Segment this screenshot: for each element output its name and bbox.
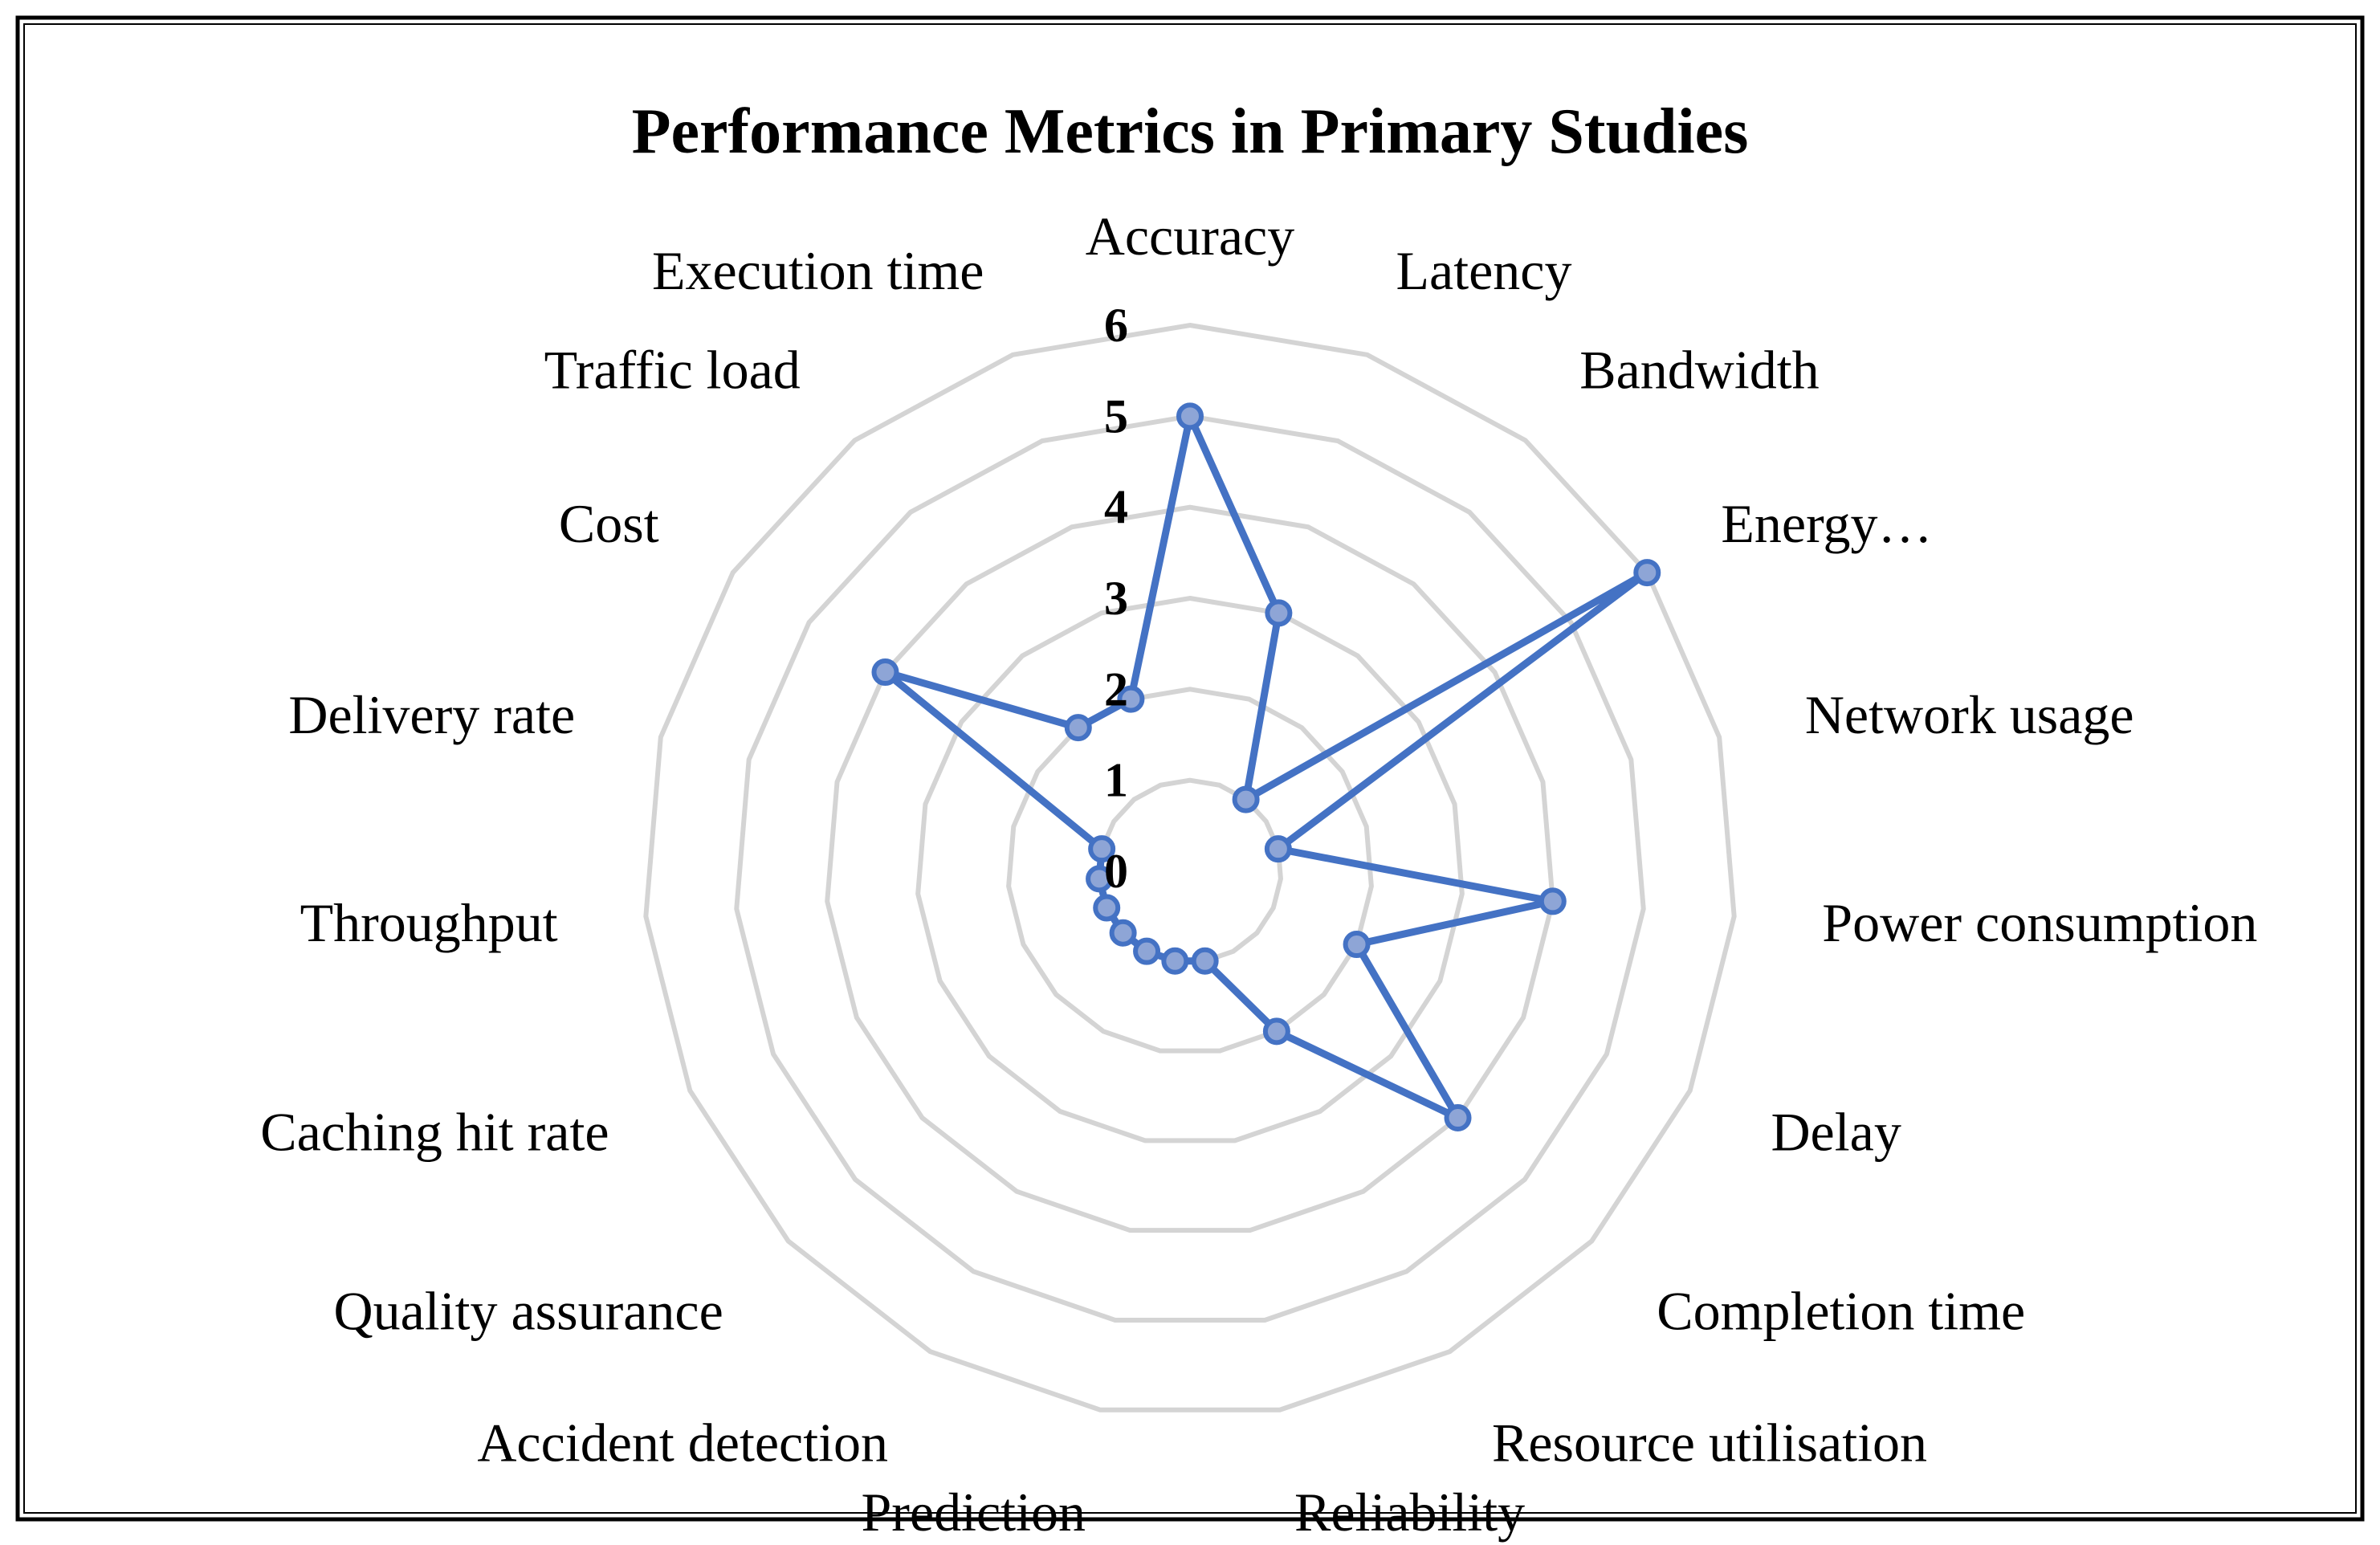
grid-ring-6 [643, 322, 1737, 1413]
data-point-caching-hit-rate [1093, 894, 1121, 922]
data-point-cost [871, 658, 899, 687]
data-point-quality-assurance [1109, 919, 1137, 947]
category-label-delay: Delay [1771, 1101, 1901, 1162]
data-point-network-usage [1264, 835, 1292, 863]
category-label-caching-hit-rate: Caching hit rate [260, 1101, 609, 1162]
data-point-accuracy [1176, 402, 1204, 430]
tick-label-5: 5 [1104, 389, 1128, 442]
series-line [881, 412, 1651, 1122]
category-label-traffic-load: Traffic load [544, 340, 801, 401]
series-layer [871, 402, 1661, 1132]
category-label-completion-time: Completion time [1657, 1281, 2025, 1342]
category-label-reliability: Reliability [1294, 1482, 1525, 1543]
category-label-delivery-rate: Delivery rate [288, 684, 575, 745]
tick-label-4: 4 [1104, 481, 1128, 534]
tick-labels: 0 1 2 3 4 5 6 [1104, 299, 1128, 898]
data-point-execution-time [1117, 685, 1145, 713]
category-label-quality-assurance: Quality assurance [334, 1281, 723, 1342]
data-point-resource-utilisation [1262, 1017, 1290, 1046]
category-label-latency: Latency [1396, 240, 1572, 301]
tick-label-3: 3 [1104, 572, 1128, 625]
data-point-delivery-rate [1088, 835, 1116, 863]
tick-label-6: 6 [1104, 299, 1128, 352]
data-point-reliability [1191, 947, 1219, 975]
data-point-energy [1633, 559, 1661, 587]
tick-label-1: 1 [1104, 754, 1128, 807]
category-label-throughput: Throughput [300, 892, 558, 953]
outer-frame [15, 15, 2365, 1522]
data-point-power-consumption [1538, 887, 1567, 915]
category-label-accident-detection: Accident detection [477, 1412, 888, 1473]
data-point-bandwidth [1232, 785, 1260, 813]
grid-ring-2 [1006, 687, 1374, 1054]
category-label-prediction: Prediction [861, 1482, 1086, 1543]
grid-ring-5 [734, 414, 1646, 1323]
category-label-cost: Cost [559, 493, 659, 554]
category-label-resource-utilisation: Resource utilisation [1492, 1412, 1927, 1473]
chart-title: Performance Metrics in Primary Studies [632, 96, 1749, 167]
category-label-execution-time: Execution time [652, 240, 984, 301]
tick-label-0: 0 [1104, 845, 1128, 898]
grid-ring-4 [825, 504, 1555, 1233]
data-point-latency [1265, 599, 1293, 627]
data-point-completion-time [1444, 1104, 1472, 1132]
radar-grid [643, 322, 1737, 1413]
category-label-power-consumption: Power consumption [1822, 892, 2257, 953]
data-point-throughput [1086, 865, 1114, 893]
data-point-prediction [1161, 947, 1189, 975]
category-label-accuracy: Accuracy [1086, 206, 1294, 267]
tick-label-2: 2 [1104, 662, 1128, 715]
data-point-accident-detection [1133, 937, 1161, 965]
data-point-traffic-load [1064, 714, 1092, 742]
data-point-delay [1343, 931, 1371, 959]
inner-frame [23, 23, 2357, 1514]
category-label-bandwidth: Bandwidth [1579, 340, 1819, 401]
category-label-energy: Energy… [1721, 493, 1932, 554]
category-label-network-usage: Network usage [1805, 684, 2134, 745]
